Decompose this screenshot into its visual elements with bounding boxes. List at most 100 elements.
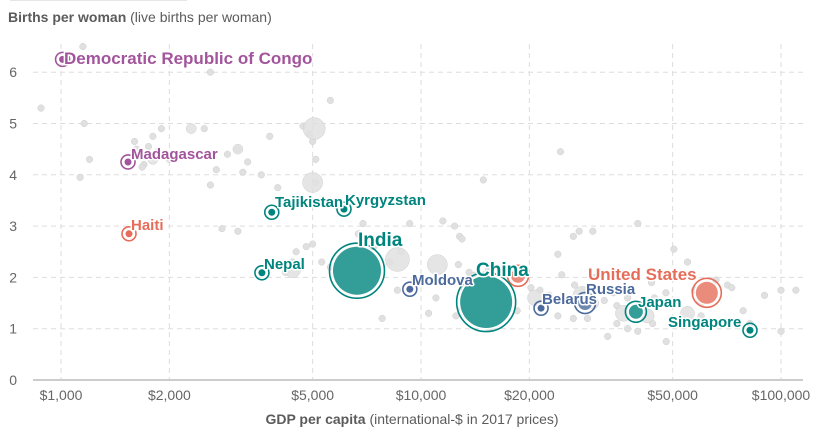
- y-tick-label: 6: [9, 64, 17, 80]
- background-point: [157, 125, 165, 133]
- y-tick-label: 5: [9, 116, 17, 132]
- point-ring: [336, 201, 352, 217]
- background-point: [479, 176, 487, 184]
- highlighted-points: [54, 51, 758, 339]
- background-point: [458, 235, 466, 243]
- point-dot: [258, 269, 266, 277]
- background-point: [425, 309, 433, 317]
- y-tick-label: 1: [9, 321, 17, 337]
- background-point: [302, 117, 326, 140]
- label-haiti: Haiti: [131, 217, 164, 234]
- background-point: [575, 227, 583, 235]
- point-ring: [506, 264, 530, 288]
- point-ring: [573, 291, 597, 315]
- background-point: [302, 172, 323, 193]
- background-point: [257, 171, 265, 179]
- label-india: India: [358, 230, 403, 251]
- point-ring: [121, 225, 137, 242]
- point-ring: [533, 300, 549, 316]
- y-axis-title-bold: Births per woman: [8, 9, 127, 25]
- background-point: [274, 184, 282, 192]
- background-point: [697, 312, 705, 320]
- background-point: [85, 155, 94, 163]
- background-point: [613, 320, 621, 328]
- point-russia: [573, 291, 597, 315]
- point-dot: [628, 304, 643, 319]
- background-point: [232, 143, 244, 155]
- background-point: [37, 104, 45, 112]
- point-ring: [402, 281, 418, 297]
- point-dot: [124, 158, 132, 166]
- background-point: [624, 325, 632, 333]
- label-singapore: Singapore: [668, 314, 741, 331]
- background-point: [244, 158, 252, 166]
- background-point: [378, 314, 386, 322]
- label-china: China: [476, 260, 529, 281]
- background-point: [432, 294, 440, 302]
- background-point: [454, 261, 462, 269]
- background-point: [292, 248, 300, 256]
- point-dot: [511, 268, 526, 283]
- point-ring: [328, 242, 386, 300]
- point-dot: [59, 55, 67, 63]
- label-japan: Japan: [638, 294, 681, 311]
- point-belarus: [533, 300, 549, 316]
- background-point: [662, 289, 670, 297]
- background-point: [406, 219, 414, 228]
- background-point: [554, 250, 562, 258]
- background-point: [545, 291, 553, 299]
- background-point: [206, 68, 214, 76]
- point-china: [455, 271, 517, 333]
- point-dot: [332, 246, 381, 295]
- point-singapore: [742, 322, 758, 339]
- background-point: [165, 155, 173, 163]
- background-point: [144, 143, 153, 151]
- point-unlabeled: [506, 264, 530, 288]
- background-point: [634, 327, 642, 335]
- x-tick-label: $20,000: [504, 387, 555, 403]
- point-ring: [455, 271, 517, 333]
- point-india: [328, 242, 386, 300]
- point-madagascar: [120, 154, 136, 170]
- x-tick-label: $2,000: [148, 387, 191, 403]
- point-ring: [624, 300, 648, 324]
- background-point: [266, 132, 274, 140]
- background-point: [318, 258, 326, 266]
- point-ring: [263, 204, 280, 221]
- background-point: [239, 168, 247, 176]
- background-point: [648, 278, 656, 287]
- background-point: [147, 154, 159, 165]
- x-tick-label: $1,000: [40, 387, 83, 403]
- label-madagascar: Madagascar: [131, 146, 218, 163]
- y-tick-label: 2: [9, 269, 17, 285]
- background-point: [680, 306, 695, 321]
- background-point: [440, 276, 448, 284]
- background-point: [302, 243, 310, 251]
- background-point: [777, 286, 785, 294]
- background-point: [326, 96, 334, 104]
- background-point: [427, 254, 448, 275]
- background-point: [284, 261, 301, 278]
- background-point: [556, 148, 565, 156]
- background-point: [223, 150, 232, 158]
- background-point: [218, 225, 226, 233]
- point-ring: [742, 322, 758, 339]
- point-dot: [460, 276, 513, 329]
- label-moldova: Moldova: [412, 272, 473, 289]
- x-axis-title-unit: (international-$ in 2017 prices): [369, 411, 559, 427]
- point-kyrgyzstan: [336, 201, 352, 217]
- background-point: [76, 173, 84, 181]
- x-tick-label: $100,000: [752, 387, 811, 403]
- background-point: [683, 258, 692, 266]
- background-point: [591, 273, 599, 281]
- gridlines: [33, 44, 803, 381]
- background-point: [153, 148, 161, 156]
- point-tajikistan: [263, 204, 280, 221]
- background-point: [604, 332, 612, 340]
- background-point: [760, 291, 769, 299]
- background-point: [569, 232, 577, 240]
- background-point: [354, 230, 362, 238]
- point-dot: [695, 281, 718, 304]
- y-tick-label: 3: [9, 218, 17, 234]
